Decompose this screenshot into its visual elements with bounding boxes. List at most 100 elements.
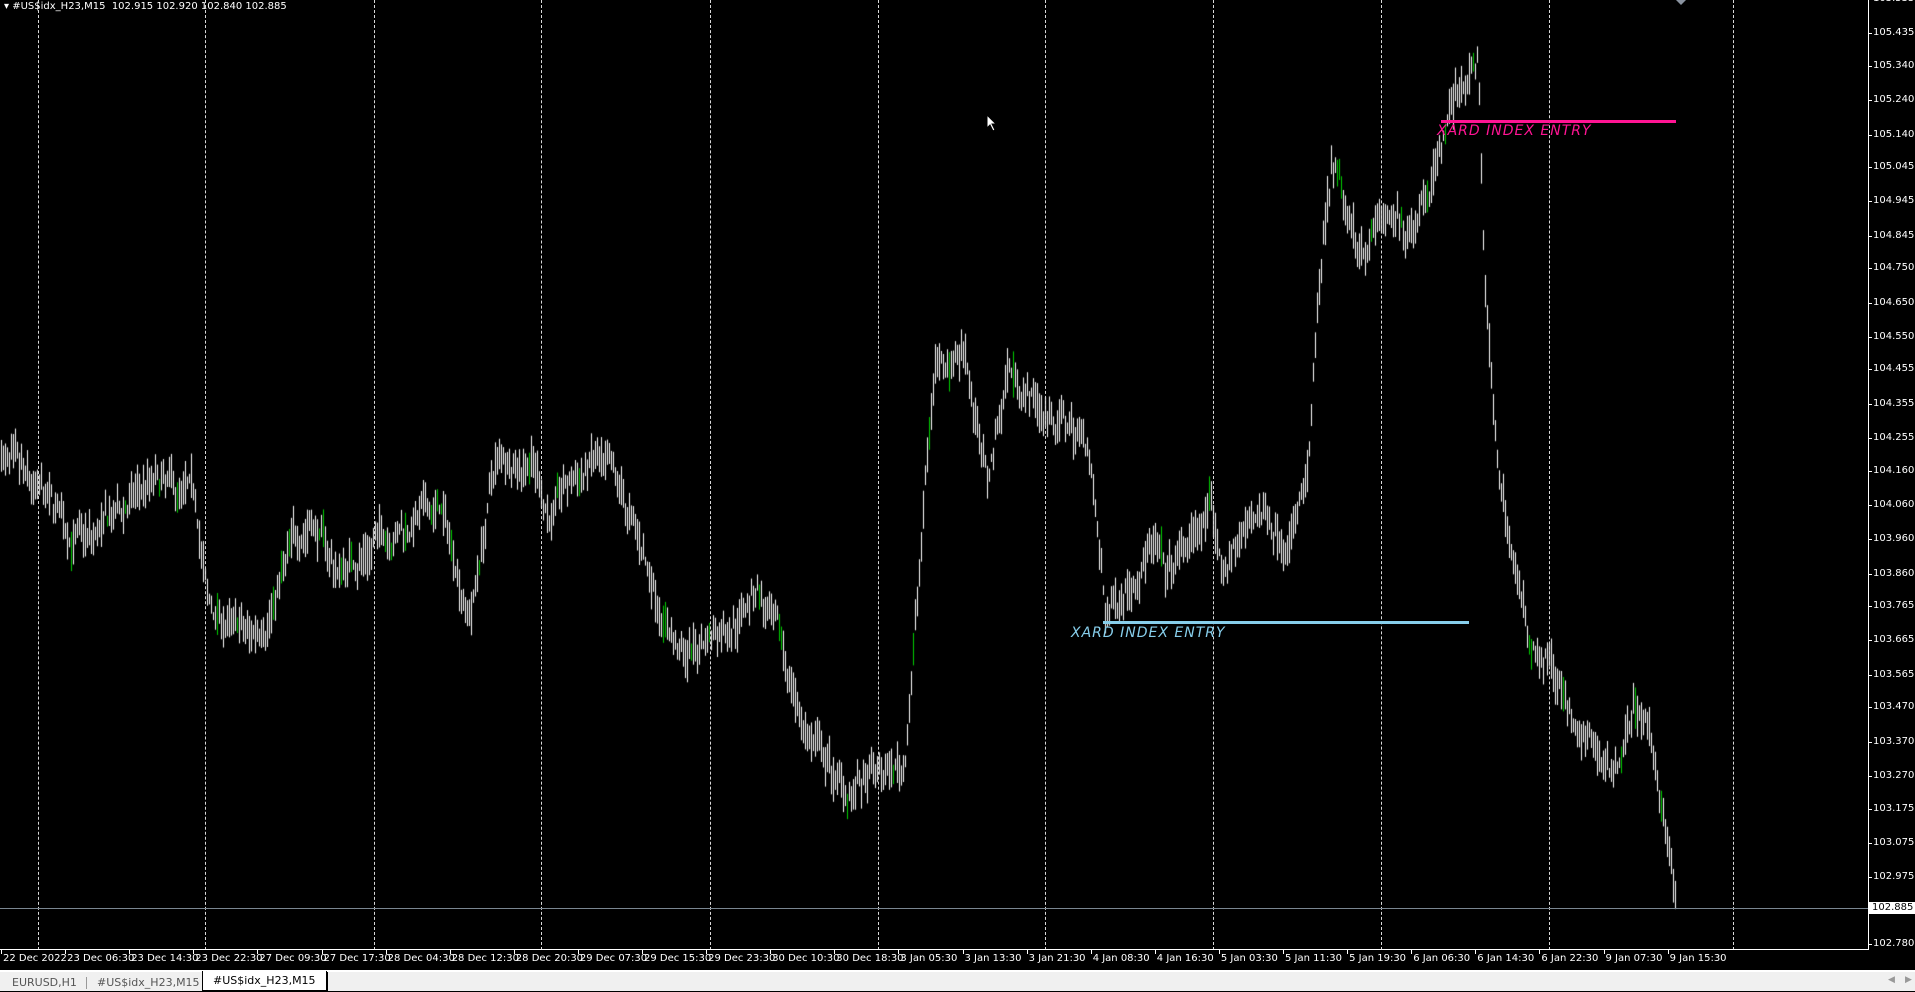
collapse-triangle-icon[interactable]: ▾ xyxy=(4,1,9,12)
price-tick xyxy=(1868,843,1872,844)
time-label: 28 Dec 04:30 xyxy=(388,953,455,964)
price-tick xyxy=(1868,201,1872,202)
scroll-right-icon[interactable]: ▶ xyxy=(1905,975,1912,985)
price-tick xyxy=(1868,66,1872,67)
price-tick xyxy=(1868,303,1872,304)
time-tick xyxy=(898,949,899,954)
time-label: 4 Jan 08:30 xyxy=(1093,953,1150,964)
chart-header: ▾ #US$idx_H23,M15 102.915 102.920 102.84… xyxy=(4,1,287,12)
time-tick xyxy=(1604,949,1605,954)
chart-tab-bar: EURUSD,H1 #US$idx_H23,M15 #US$idx_H23,M1… xyxy=(0,970,1915,991)
price-label: 103.960 xyxy=(1873,533,1914,545)
time-tick xyxy=(1219,949,1220,954)
price-label: 103.860 xyxy=(1873,568,1914,580)
price-axis[interactable] xyxy=(1868,0,1869,950)
price-label: 103.175 xyxy=(1873,803,1914,815)
tab-usidx-m15-active[interactable]: #US$idx_H23,M15 xyxy=(202,971,327,991)
price-tick xyxy=(1868,574,1872,575)
price-label: 103.665 xyxy=(1873,634,1914,646)
price-tick xyxy=(1868,505,1872,506)
symbol-timeframe: #US$idx_H23,M15 xyxy=(12,1,105,12)
price-tick xyxy=(1868,471,1872,472)
time-label: 23 Dec 14:30 xyxy=(131,953,198,964)
price-label: 102.975 xyxy=(1873,871,1914,883)
time-label: 5 Jan 19:30 xyxy=(1349,953,1406,964)
price-label: 105.535 xyxy=(1873,0,1914,5)
entry-label-blue: XARD INDEX ENTRY xyxy=(1071,625,1226,641)
price-tick xyxy=(1868,135,1872,136)
price-label: 103.765 xyxy=(1873,600,1914,612)
price-tick xyxy=(1868,404,1872,405)
time-label: 4 Jan 16:30 xyxy=(1157,953,1214,964)
time-tick xyxy=(257,949,258,954)
price-label: 105.340 xyxy=(1873,60,1914,72)
time-tick xyxy=(1475,949,1476,954)
price-tick xyxy=(1868,675,1872,676)
price-label: 104.945 xyxy=(1873,195,1914,207)
time-axis[interactable] xyxy=(0,949,1869,950)
scroll-left-icon[interactable]: ◀ xyxy=(1888,975,1895,985)
price-label: 105.140 xyxy=(1873,129,1914,141)
price-label: 104.750 xyxy=(1873,262,1914,274)
price-label: 103.370 xyxy=(1873,736,1914,748)
time-tick xyxy=(1027,949,1028,954)
price-tick xyxy=(1868,707,1872,708)
grid-line xyxy=(1549,0,1550,950)
price-tick xyxy=(1868,606,1872,607)
time-label: 30 Dec 18:30 xyxy=(836,953,903,964)
time-label: 3 Jan 05:30 xyxy=(900,953,957,964)
chart-shift-marker-icon[interactable] xyxy=(1676,0,1686,5)
time-tick xyxy=(642,949,643,954)
current-price-line xyxy=(0,908,1868,909)
grid-line xyxy=(541,0,542,950)
price-label: 105.435 xyxy=(1873,27,1914,39)
time-label: 5 Jan 11:30 xyxy=(1285,953,1342,964)
time-label: 6 Jan 14:30 xyxy=(1477,953,1534,964)
time-tick xyxy=(834,949,835,954)
time-label: 3 Jan 13:30 xyxy=(965,953,1022,964)
time-label: 22 Dec 2022 xyxy=(3,953,67,964)
time-tick xyxy=(1091,949,1092,954)
time-label: 9 Jan 07:30 xyxy=(1606,953,1663,964)
grid-line xyxy=(878,0,879,950)
time-label: 28 Dec 12:30 xyxy=(452,953,519,964)
entry-line-blue[interactable] xyxy=(1103,621,1469,624)
time-tick xyxy=(963,949,964,954)
time-label: 29 Dec 15:30 xyxy=(644,953,711,964)
time-label: 23 Dec 22:30 xyxy=(195,953,262,964)
price-label: 103.470 xyxy=(1873,701,1914,713)
current-price-label: 102.885 xyxy=(1869,902,1915,914)
tab-eurusd-h1[interactable]: EURUSD,H1 xyxy=(2,973,87,992)
time-label: 6 Jan 22:30 xyxy=(1541,953,1598,964)
price-tick xyxy=(1868,944,1872,945)
price-label: 102.780 xyxy=(1873,938,1914,950)
grid-line xyxy=(710,0,711,950)
price-tick xyxy=(1868,877,1872,878)
price-bars xyxy=(0,0,1868,950)
price-tick xyxy=(1868,167,1872,168)
grid-line xyxy=(1381,0,1382,950)
price-label: 105.240 xyxy=(1873,94,1914,106)
time-tick xyxy=(1,949,2,954)
price-label: 104.255 xyxy=(1873,432,1914,444)
price-tick xyxy=(1868,33,1872,34)
chart-area[interactable]: ▾ #US$idx_H23,M15 102.915 102.920 102.84… xyxy=(0,0,1915,950)
time-tick xyxy=(706,949,707,954)
time-tick xyxy=(1283,949,1284,954)
grid-line xyxy=(1213,0,1214,950)
price-tick xyxy=(1868,268,1872,269)
price-tick xyxy=(1868,236,1872,237)
time-tick xyxy=(514,949,515,954)
grid-line xyxy=(374,0,375,950)
time-tick xyxy=(1539,949,1540,954)
price-tick xyxy=(1868,640,1872,641)
time-tick xyxy=(1155,949,1156,954)
price-tick xyxy=(1868,337,1872,338)
tab-usidx-m15[interactable]: #US$idx_H23,M15 xyxy=(87,973,210,992)
price-label: 104.455 xyxy=(1873,363,1914,375)
price-label: 104.060 xyxy=(1873,499,1914,511)
time-label: 6 Jan 06:30 xyxy=(1413,953,1470,964)
price-label: 103.270 xyxy=(1873,770,1914,782)
time-tick xyxy=(450,949,451,954)
time-tick xyxy=(1668,949,1669,954)
